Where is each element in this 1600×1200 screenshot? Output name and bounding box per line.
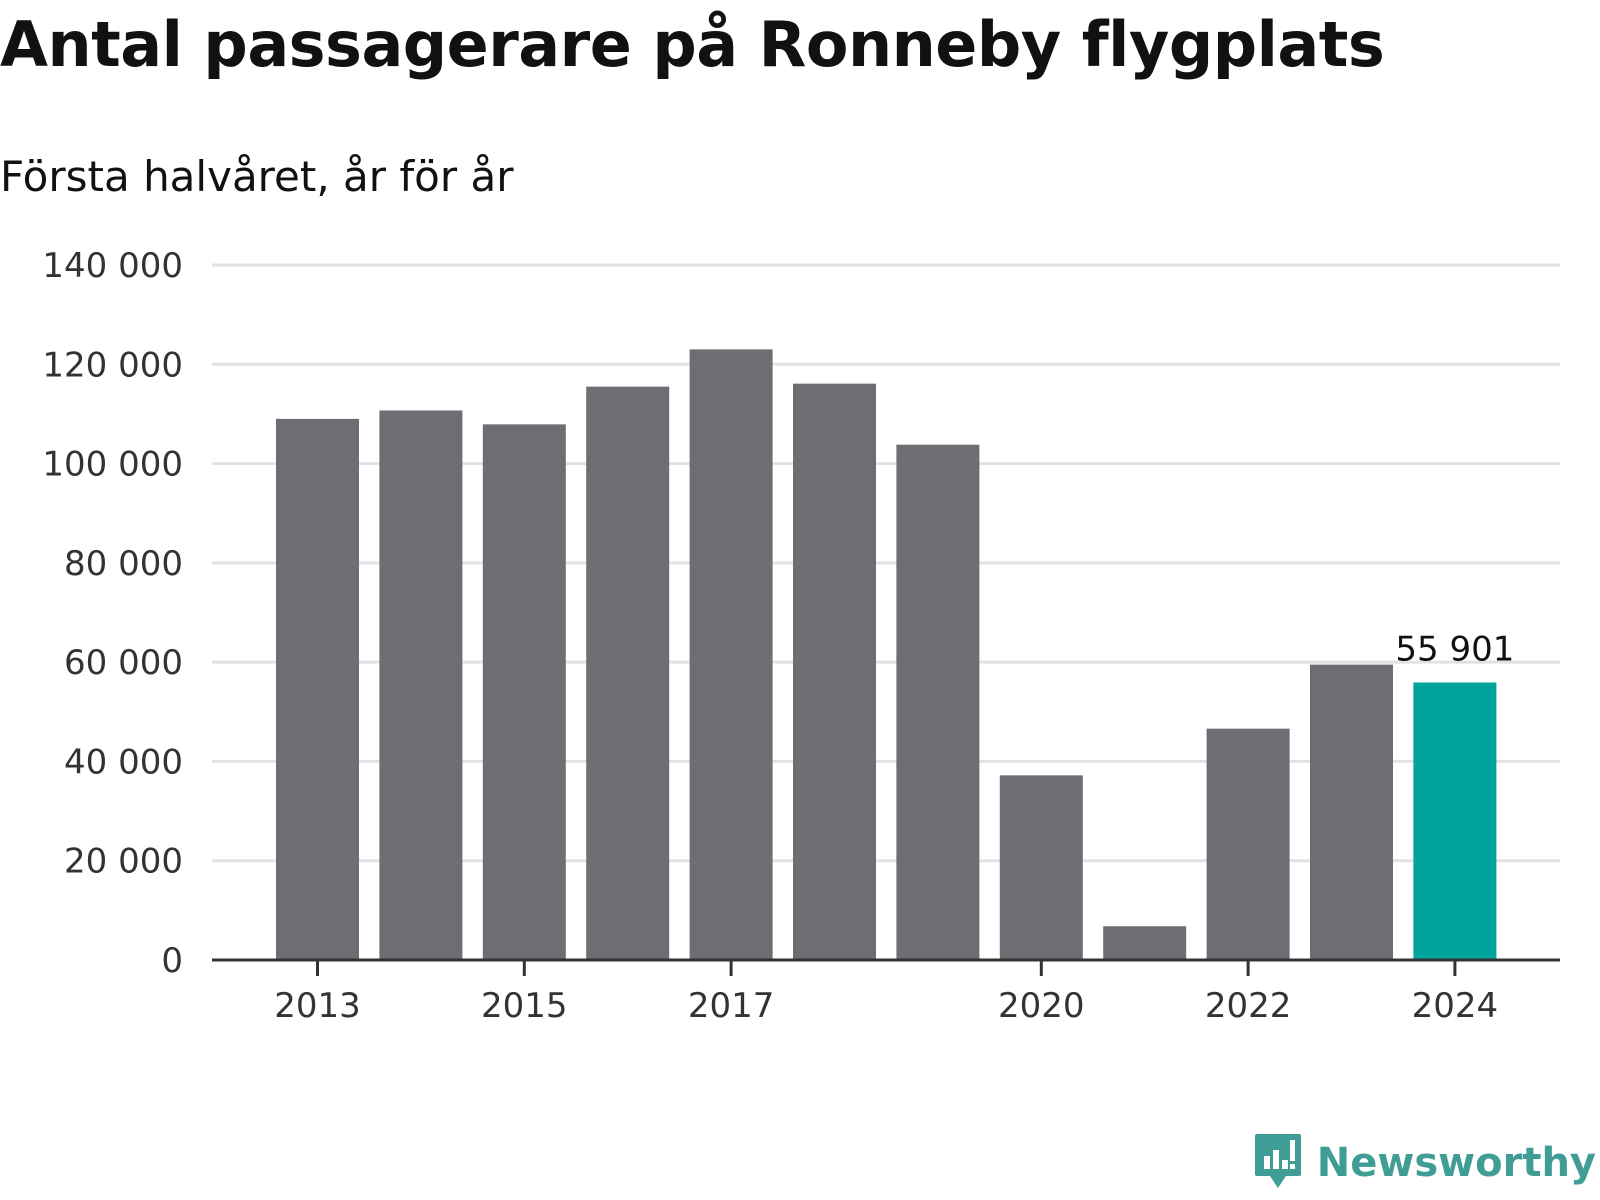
brand-name: Newsworthy: [1316, 1140, 1596, 1186]
bar-2023: [1310, 664, 1393, 960]
x-tick-label: 2024: [1412, 986, 1499, 1026]
y-tick-label: 0: [161, 941, 183, 981]
bar-2022: [1206, 728, 1290, 960]
y-axis-ticks: 0 20 000 40 000 60 000 80 000 100 000 120 000 1…: [42, 246, 183, 981]
y-tick-label: 140 000: [42, 246, 183, 286]
bar-2017: [689, 349, 773, 961]
bar-2018: [793, 383, 876, 960]
y-tick-label: 60 000: [64, 643, 183, 683]
x-tick-label: 2017: [688, 986, 775, 1026]
bar-2016: [586, 386, 670, 960]
bar-2013: [276, 418, 359, 961]
y-tick-label: 120 000: [42, 345, 183, 385]
x-tick-label: 2015: [481, 986, 568, 1026]
chart-subtitle: Första halvåret, år för år: [0, 152, 514, 201]
bar-2024: [1413, 682, 1497, 960]
y-tick-label: 40 000: [64, 742, 183, 782]
y-tick-label: 20 000: [64, 842, 183, 882]
x-tick-label: 2013: [274, 986, 361, 1026]
data-labels: 55 901: [1395, 629, 1514, 669]
newsworthy-logo-icon: [1253, 1132, 1303, 1194]
bar-2015: [482, 424, 566, 960]
x-tick-label: 2022: [1205, 986, 1292, 1026]
x-tick-label: 2020: [998, 986, 1085, 1026]
bar-2021: [1103, 926, 1187, 960]
brand-logo: Newsworthy: [1253, 1132, 1596, 1194]
x-axis: 2013 2015 2017 2020 2022 2024: [212, 958, 1560, 1026]
bar-2019: [896, 444, 980, 960]
y-tick-label: 80 000: [64, 544, 183, 584]
data-label-2024: 55 901: [1395, 629, 1514, 669]
y-tick-label: 100 000: [42, 445, 183, 485]
bars: [276, 349, 1497, 961]
bar-2020: [999, 775, 1083, 960]
bar-2014: [379, 410, 463, 960]
chart-title: Antal passagerare på Ronneby flygplats: [0, 8, 1385, 81]
